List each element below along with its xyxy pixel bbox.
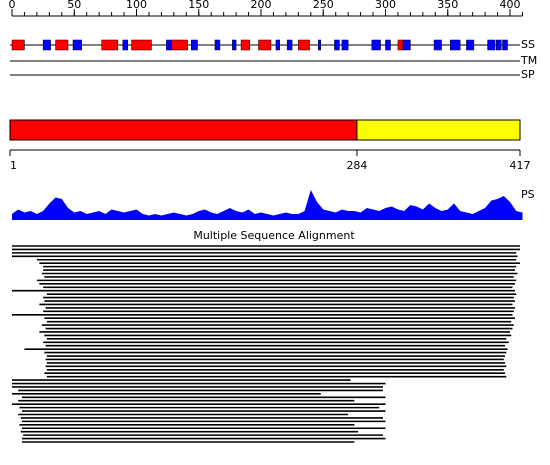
ss-element bbox=[258, 39, 272, 51]
ss-element bbox=[275, 39, 280, 51]
ss-element bbox=[55, 39, 69, 51]
ss-element bbox=[334, 39, 340, 51]
ss-element bbox=[11, 39, 25, 51]
ss-element bbox=[286, 39, 293, 51]
ss-element bbox=[240, 39, 251, 51]
ruler-label: 150 bbox=[188, 0, 209, 11]
track-label: TM bbox=[520, 54, 537, 67]
ps-profile bbox=[12, 190, 523, 220]
ruler-label: 100 bbox=[126, 0, 147, 11]
ruler-label: 300 bbox=[375, 0, 396, 11]
ss-element bbox=[171, 39, 188, 51]
ruler-label: 350 bbox=[437, 0, 458, 11]
ss-element bbox=[42, 39, 51, 51]
ss-element bbox=[341, 39, 349, 51]
track-label: SP bbox=[521, 68, 535, 81]
domain-label: 284 bbox=[346, 159, 367, 172]
ss-element bbox=[232, 39, 237, 51]
ruler-label: 50 bbox=[67, 0, 81, 11]
ps-label: PS bbox=[521, 188, 535, 201]
ss-element bbox=[487, 39, 496, 51]
ss-element bbox=[214, 39, 221, 51]
ruler-label: 400 bbox=[500, 0, 521, 11]
ss-element bbox=[397, 39, 404, 51]
ss-element bbox=[496, 39, 502, 51]
ss-element bbox=[191, 39, 198, 51]
ruler-label: 250 bbox=[313, 0, 334, 11]
ss-element bbox=[166, 39, 172, 51]
ss-element bbox=[433, 39, 442, 51]
ss-element bbox=[502, 39, 508, 51]
domain-label: 1 bbox=[10, 159, 17, 172]
ss-element bbox=[385, 39, 391, 51]
domain bbox=[9, 119, 358, 141]
ss-element bbox=[318, 39, 322, 51]
ss-element bbox=[298, 39, 310, 51]
ss-element bbox=[449, 39, 461, 51]
ss-element bbox=[402, 39, 411, 51]
domain-label: 417 bbox=[510, 159, 531, 172]
ss-element bbox=[101, 39, 119, 51]
alignment-title: Multiple Sequence Alignment bbox=[193, 229, 355, 242]
ss-element bbox=[122, 39, 129, 51]
ruler-label: 0 bbox=[9, 0, 16, 11]
ruler-label: 200 bbox=[251, 0, 272, 11]
ss-element bbox=[131, 39, 152, 51]
ss-element bbox=[371, 39, 381, 51]
ss-element bbox=[72, 39, 82, 51]
ss-element bbox=[466, 39, 475, 51]
domain bbox=[356, 119, 521, 141]
track-label: SS bbox=[521, 38, 535, 51]
